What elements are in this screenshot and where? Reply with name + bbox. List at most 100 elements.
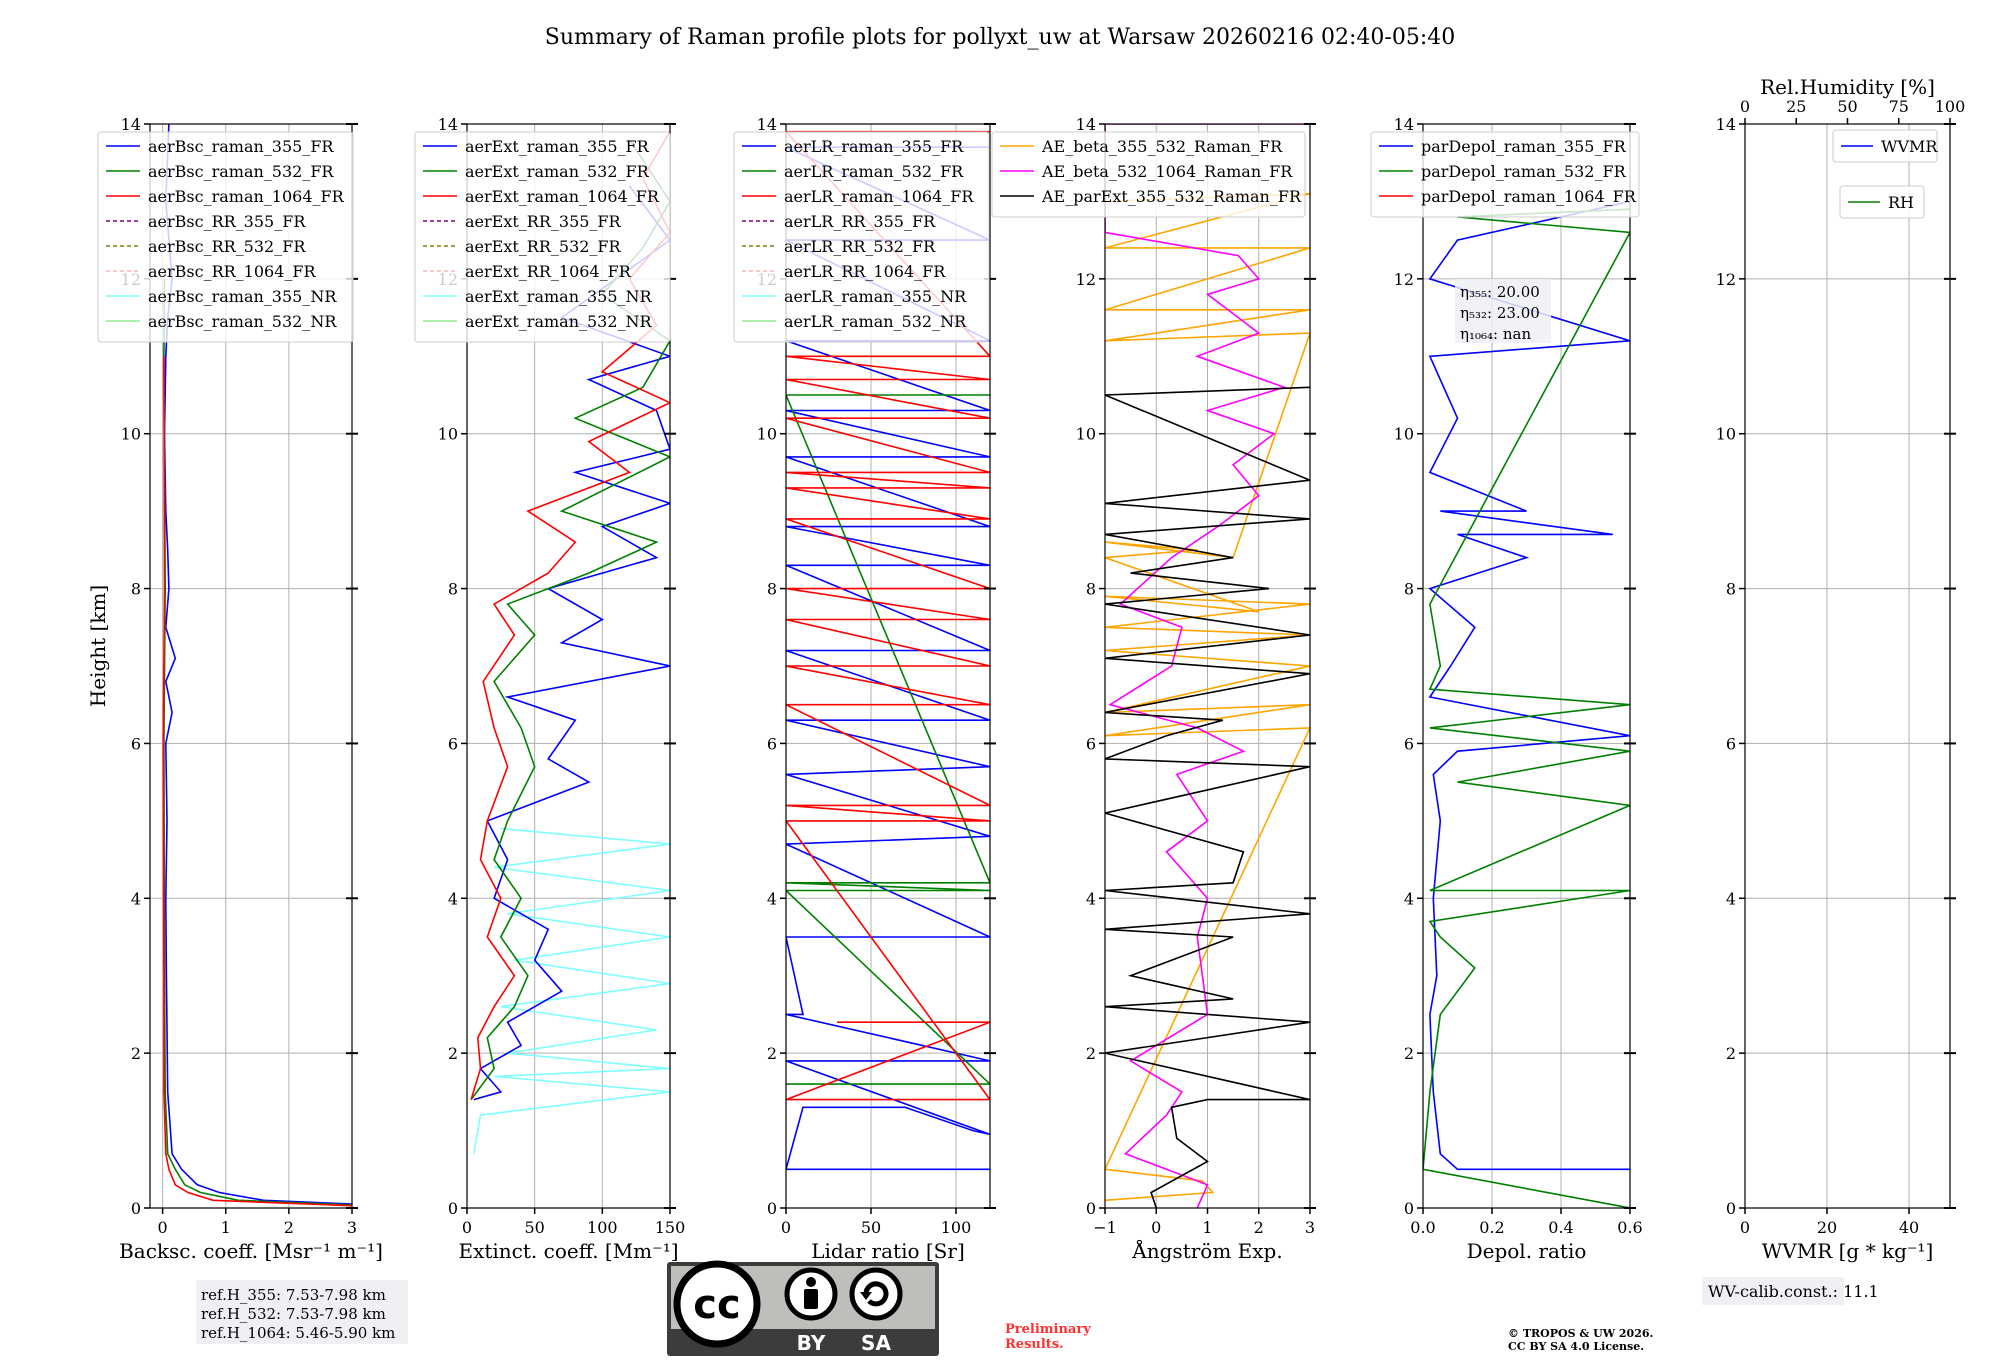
- x-tick-label: 1: [1202, 1218, 1212, 1237]
- y-axis-label: Height [km]: [86, 585, 110, 707]
- ref-height-1064: ref.H_1064: 5.46-5.90 km: [201, 1324, 395, 1342]
- legend-label: AE_beta_355_532_Raman_FR: [1041, 137, 1283, 156]
- x-axis-label: Extinct. coeff. [Mm⁻¹]: [458, 1239, 678, 1263]
- legend-label: RH: [1888, 193, 1914, 212]
- x-tick-label: 50: [861, 1218, 881, 1237]
- legend-frame: [97, 131, 354, 343]
- x-tick-label: 0: [1151, 1218, 1161, 1237]
- y-tick-label: 0: [1726, 1199, 1736, 1218]
- x-tick-label: 0.6: [1617, 1218, 1642, 1237]
- x-tick-label: 0.0: [1410, 1218, 1435, 1237]
- axes-frame: [785, 123, 991, 1209]
- x-axis-label: Ångström Exp.: [1131, 1238, 1282, 1263]
- eta-box: η₃₅₅: 20.00 η₅₃₂: 23.00 η₁₀₆₄: nan: [1455, 279, 1551, 343]
- y-tick-label: 8: [1726, 580, 1736, 599]
- legend-label: aerExt_raman_532_FR: [465, 162, 650, 181]
- top-tick-label: 75: [1889, 97, 1909, 116]
- series-aerBsc_raman_355_FR: [163, 124, 352, 1205]
- y-tick-label: 14: [757, 115, 777, 134]
- y-tick-label: 4: [131, 889, 141, 908]
- axes-frame: [466, 123, 671, 1209]
- y-tick-label: 4: [767, 889, 777, 908]
- x-tick-label: 2: [1254, 1218, 1264, 1237]
- x-tick-label: 0: [158, 1218, 168, 1237]
- x-tick-label: 100: [587, 1218, 618, 1237]
- x-tick-label: 150: [655, 1218, 686, 1237]
- x-tick-label: 0: [462, 1218, 472, 1237]
- top-tick-label: 25: [1786, 97, 1806, 116]
- y-tick-label: 12: [1076, 270, 1096, 289]
- legend-frame: [1839, 185, 1925, 219]
- x-tick-label: 40: [1899, 1218, 1919, 1237]
- y-tick-label: 0: [1404, 1199, 1414, 1218]
- x-tick-label: 0: [1740, 1218, 1750, 1237]
- y-tick-label: 10: [438, 425, 458, 444]
- y-tick-label: 10: [1716, 425, 1736, 444]
- x-tick-label: 100: [941, 1218, 972, 1237]
- top-tick-label: 50: [1837, 97, 1857, 116]
- series-parDepol_raman_532_FR: [1423, 208, 1630, 1208]
- y-tick-label: 6: [1086, 734, 1096, 753]
- chart-title: Summary of Raman profile plots for polly…: [545, 25, 1455, 50]
- series-aerExt_raman_532_FR: [470, 139, 670, 1101]
- legend-label: aerBsc_raman_532_FR: [148, 162, 334, 181]
- y-tick-label: 10: [1076, 425, 1096, 444]
- legend-label: aerBsc_RR_1064_FR: [148, 262, 317, 281]
- wv-calib-const: WV-calib.const.: 11.1: [1708, 1282, 1879, 1301]
- y-tick-label: 2: [448, 1044, 458, 1063]
- series-parDepol_raman_355_FR: [1428, 200, 1630, 1171]
- legend-label: aerLR_raman_1064_FR: [784, 187, 974, 206]
- y-tick-label: 14: [1394, 115, 1414, 134]
- legend-label: aerBsc_raman_532_NR: [148, 312, 337, 331]
- x-tick-label: 20: [1817, 1218, 1837, 1237]
- y-tick-label: 6: [1404, 734, 1414, 753]
- legend: WVMR RH: [1832, 129, 1938, 219]
- y-tick-label: 4: [1726, 889, 1736, 908]
- y-tick-label: 12: [1394, 270, 1414, 289]
- y-tick-label: 0: [131, 1199, 141, 1218]
- legend-label: AE_beta_532_1064_Raman_FR: [1041, 162, 1293, 181]
- ref-height-532: ref.H_532: 7.53-7.98 km: [201, 1305, 386, 1323]
- y-tick-label: 8: [767, 580, 777, 599]
- top-tick-label: 0: [1740, 97, 1750, 116]
- x-tick-label: 3: [1305, 1218, 1315, 1237]
- axes-frame: [149, 123, 353, 1209]
- legend-label: WVMR: [1881, 137, 1938, 156]
- series-aerLR_raman_1064_FR: [786, 130, 990, 1101]
- x-axis-label: Backsc. coeff. [Msr⁻¹ m⁻¹]: [119, 1239, 383, 1263]
- legend-label: parDepol_raman_355_FR: [1421, 137, 1627, 156]
- ref-height-355: ref.H_355: 7.53-7.98 km: [201, 1286, 386, 1304]
- y-tick-label: 0: [448, 1199, 458, 1218]
- x-tick-label: 0.2: [1479, 1218, 1504, 1237]
- top-tick-label: 100: [1935, 97, 1966, 116]
- y-tick-label: 2: [1404, 1044, 1414, 1063]
- legend: aerBsc_raman_355_FR aerBsc_raman_532_FRae…: [97, 131, 354, 343]
- preliminary-results-1: Preliminary: [1005, 1322, 1091, 1337]
- legend-label: aerExt_RR_532_FR: [465, 237, 622, 256]
- y-tick-label: 6: [131, 734, 141, 753]
- legend-frame: [1832, 129, 1938, 163]
- legend-label: aerLR_RR_1064_FR: [784, 262, 946, 281]
- x-axis-label: Lidar ratio [Sr]: [811, 1239, 965, 1263]
- y-tick-label: 6: [448, 734, 458, 753]
- series-aerExt_raman_355_FR: [473, 185, 670, 1101]
- y-tick-label: 6: [1726, 734, 1736, 753]
- top-axis-label: Rel.Humidity [%]: [1760, 75, 1935, 99]
- legend: aerLR_raman_355_FR aerLR_raman_532_FR aerL…: [733, 131, 990, 343]
- y-tick-label: 14: [1716, 115, 1736, 134]
- x-axis-label: WVMR [g * kg⁻¹]: [1762, 1239, 1934, 1263]
- y-tick-label: 2: [767, 1044, 777, 1063]
- axes-frame: [1422, 123, 1631, 1209]
- copyright-line-2: CC BY SA 4.0 License.: [1508, 1340, 1644, 1353]
- preliminary-results-2: Results.: [1005, 1337, 1064, 1352]
- legend-label: parDepol_raman_1064_FR: [1421, 187, 1637, 206]
- wv-calib-box: WV-calib.const.: 11.1: [1702, 1277, 1879, 1305]
- cc-logo-by: BY: [797, 1331, 826, 1355]
- y-tick-label: 2: [1726, 1044, 1736, 1063]
- panel-lr: 02468101214050100Lidar ratio [Sr]aerLR_r…: [733, 115, 996, 1263]
- legend-label: aerBsc_RR_532_FR: [148, 237, 306, 256]
- legend-label: aerLR_RR_532_FR: [784, 237, 936, 256]
- x-tick-label: 2: [284, 1218, 294, 1237]
- legend-label: aerBsc_raman_1064_FR: [148, 187, 345, 206]
